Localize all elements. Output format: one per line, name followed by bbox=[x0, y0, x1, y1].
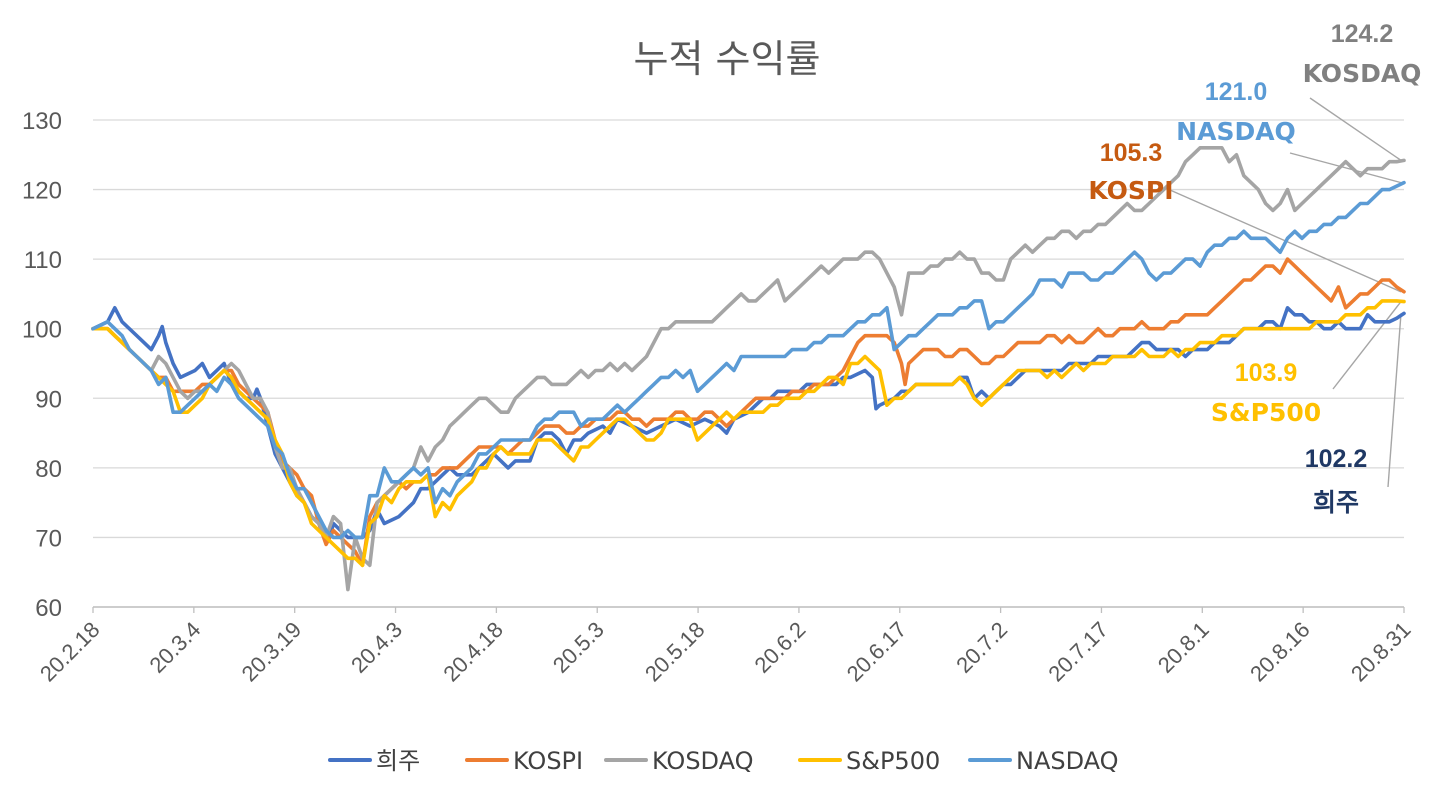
annotation-label: KOSDAQ bbox=[1303, 59, 1422, 88]
x-tick-label: 20.6.17 bbox=[842, 617, 912, 687]
legend-label: KOSPI bbox=[513, 747, 583, 775]
x-tick-label: 20.5.18 bbox=[640, 617, 710, 687]
y-tick-label: 130 bbox=[22, 108, 62, 135]
x-tick-label: 20.5.3 bbox=[548, 617, 609, 678]
x-tick-label: 20.8.31 bbox=[1346, 617, 1416, 687]
y-axis-ticks: 60 70 80 90 100 110 120 130 bbox=[22, 108, 62, 622]
annotation-value: 121.0 bbox=[1205, 78, 1268, 106]
x-tick-label: 20.6.2 bbox=[750, 617, 811, 678]
y-tick-label: 110 bbox=[24, 247, 62, 274]
annotation-value: 105.3 bbox=[1100, 139, 1163, 167]
gridlines bbox=[93, 119, 1404, 608]
x-axis-ticks: 20.2.18 20.3.4 20.3.19 20.4.3 20.4.18 20.5.3 2… bbox=[35, 607, 1416, 686]
x-tick-label: 20.4.3 bbox=[346, 617, 407, 678]
y-tick-label: 90 bbox=[35, 386, 62, 413]
annotation-value: 124.2 bbox=[1331, 20, 1394, 48]
legend-label: KOSDAQ bbox=[652, 747, 754, 775]
annotation-value: 103.9 bbox=[1235, 359, 1298, 387]
annotation-leader-line bbox=[1332, 301, 1402, 390]
annotation-value: 102.2 bbox=[1305, 445, 1368, 473]
x-tick-label: 20.3.19 bbox=[237, 617, 307, 687]
y-tick-label: 80 bbox=[35, 456, 62, 483]
y-tick-label: 100 bbox=[22, 317, 62, 344]
annotation-label: NASDAQ bbox=[1176, 117, 1296, 146]
series-lines bbox=[91, 146, 1406, 592]
annotation-leader-line bbox=[1309, 97, 1402, 161]
x-tick-label: 20.8.1 bbox=[1153, 617, 1214, 678]
y-tick-label: 60 bbox=[35, 595, 62, 622]
legend-label: S&P500 bbox=[846, 747, 940, 775]
annotation-label: KOSPI bbox=[1088, 176, 1173, 205]
y-tick-label: 120 bbox=[22, 178, 62, 205]
annotation-label: S&P500 bbox=[1211, 398, 1321, 427]
legend-label: NASDAQ bbox=[1016, 747, 1119, 775]
legend: 희주 KOSPI KOSDAQ S&P500 NASDAQ bbox=[328, 747, 1119, 775]
annotation-label: 희주 bbox=[1313, 488, 1359, 517]
x-tick-label: 20.3.4 bbox=[144, 617, 205, 678]
chart-title: 누적 수익률 bbox=[634, 37, 821, 81]
x-tick-label: 20.7.2 bbox=[951, 617, 1012, 678]
x-tick-label: 20.4.18 bbox=[438, 617, 508, 687]
x-tick-label: 20.8.16 bbox=[1245, 617, 1315, 687]
legend-label: 희주 bbox=[376, 747, 420, 775]
x-tick-label: 20.7.17 bbox=[1043, 617, 1113, 687]
x-tick-label: 20.2.18 bbox=[35, 617, 105, 687]
series-line-1 bbox=[91, 257, 1406, 568]
y-tick-label: 70 bbox=[35, 525, 62, 552]
series-line-4 bbox=[91, 180, 1406, 540]
end-value-annotations: 124.2 KOSDAQ 121.0 NASDAQ 105.3 KOSPI 103.9 S&P… bbox=[1088, 20, 1421, 517]
series-line-3 bbox=[91, 299, 1406, 568]
series-line-2 bbox=[91, 146, 1406, 592]
annotation-leader-line bbox=[1387, 313, 1402, 488]
annotation-leader-line bbox=[1289, 152, 1402, 184]
